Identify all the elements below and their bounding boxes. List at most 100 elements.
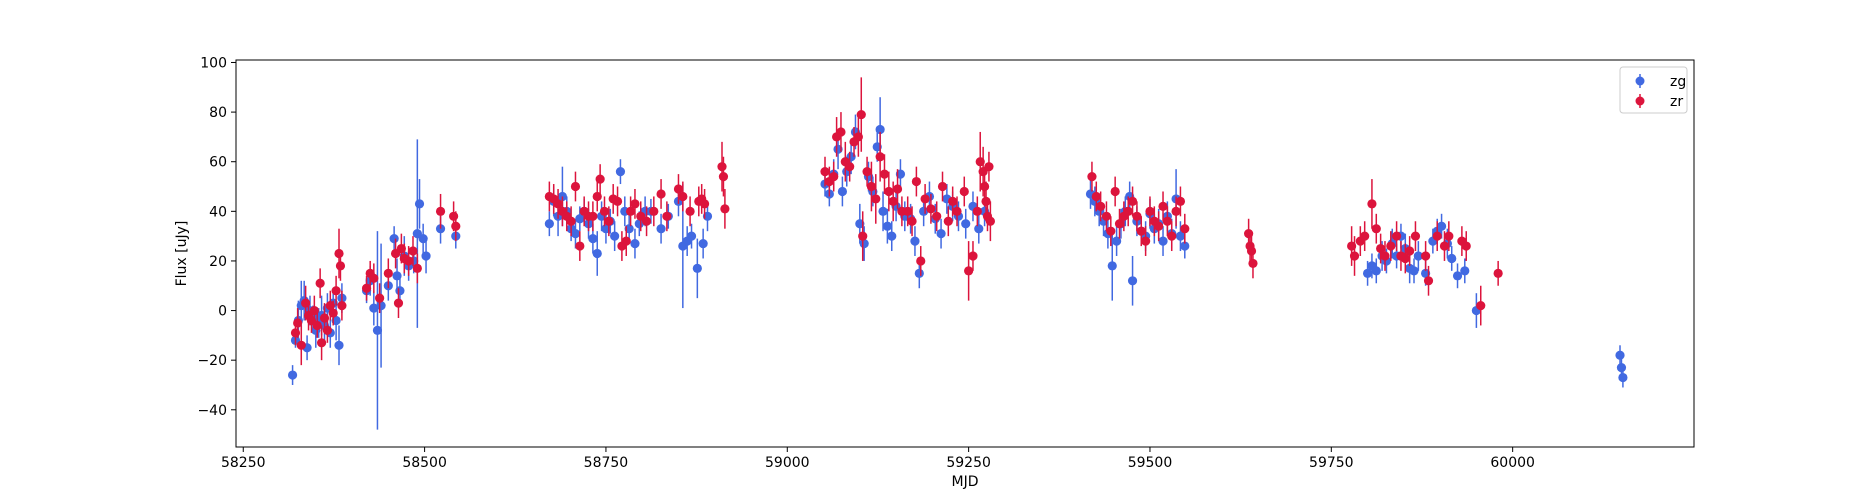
- point-zr: [621, 236, 631, 246]
- point-zr: [1127, 196, 1138, 207]
- point-zg: [859, 238, 869, 249]
- point-zr: [943, 216, 953, 226]
- point-zr: [1367, 199, 1377, 209]
- x-tick-label: 59500: [1128, 455, 1173, 471]
- point-zr: [1132, 211, 1142, 221]
- legend-zr-label: zr: [1670, 94, 1683, 110]
- point-zr: [1386, 241, 1396, 251]
- point-zr: [331, 286, 341, 296]
- point-zg: [1409, 266, 1419, 276]
- point-zr: [375, 293, 385, 303]
- point-zr: [1349, 251, 1360, 261]
- point-zg: [634, 219, 644, 229]
- point-zr: [575, 241, 585, 251]
- point-zg: [1447, 253, 1457, 264]
- point-zg: [372, 325, 383, 336]
- point-zr: [892, 184, 903, 194]
- point-zr: [1444, 231, 1454, 241]
- point-zg: [414, 199, 425, 209]
- x-tick-label: 58500: [402, 455, 447, 471]
- point-zg: [974, 224, 984, 234]
- point-zr: [290, 328, 301, 338]
- point-zg: [1413, 251, 1423, 261]
- point-zr: [1371, 224, 1381, 234]
- point-zr: [685, 206, 695, 216]
- point-zg: [615, 167, 626, 177]
- point-zr: [1376, 243, 1386, 254]
- point-zg: [1460, 266, 1470, 276]
- point-zr: [836, 127, 846, 137]
- point-zr: [1410, 231, 1421, 241]
- point-zg: [557, 191, 568, 202]
- point-zr: [337, 300, 347, 311]
- x-tick-label: 58750: [584, 455, 629, 471]
- point-zg: [698, 238, 708, 249]
- point-zr: [656, 189, 666, 199]
- y-tick-label: 80: [209, 105, 227, 121]
- point-zg: [1616, 363, 1627, 373]
- point-zg: [1436, 221, 1447, 231]
- x-tick-label: 60000: [1490, 455, 1535, 471]
- point-zr: [334, 248, 344, 259]
- point-zr: [1175, 196, 1186, 207]
- point-zr: [612, 196, 623, 207]
- point-zg: [656, 224, 666, 234]
- point-zr: [862, 167, 872, 177]
- point-zr: [926, 204, 936, 214]
- point-zr: [315, 278, 325, 288]
- point-zr: [845, 162, 855, 172]
- point-zr: [322, 325, 332, 336]
- point-zr: [820, 167, 830, 177]
- x-tick-label: 59000: [765, 455, 810, 471]
- point-zr: [1476, 300, 1486, 311]
- point-zr: [907, 216, 917, 226]
- point-zg: [421, 251, 431, 261]
- point-zg: [287, 370, 298, 380]
- point-zr: [309, 305, 319, 316]
- point-zg: [875, 124, 885, 135]
- point-zg: [376, 300, 386, 311]
- point-zg: [369, 303, 379, 313]
- point-zg: [686, 231, 697, 241]
- point-zr: [1145, 206, 1155, 216]
- point-zr: [1391, 231, 1402, 241]
- point-zr: [937, 181, 948, 192]
- legend-entry-zr: zr: [1635, 94, 1683, 110]
- point-zg: [334, 340, 344, 350]
- point-zr: [916, 256, 926, 266]
- y-axis-label: Flux [uJy]: [174, 221, 190, 287]
- y-tick-label: 20: [209, 254, 227, 270]
- point-zr: [920, 194, 930, 204]
- point-zr: [316, 338, 327, 348]
- y-axis-ticks: −40 −20 0 20 40 60 80 100: [197, 55, 236, 419]
- point-zr: [435, 206, 446, 216]
- point-zr: [335, 261, 346, 271]
- point-zr: [449, 211, 459, 221]
- point-zr: [968, 251, 978, 261]
- point-zr: [1400, 253, 1410, 264]
- x-axis-label: MJD: [952, 474, 979, 490]
- point-zr: [383, 268, 393, 278]
- point-zr: [1162, 216, 1172, 226]
- point-zr: [1432, 231, 1442, 241]
- legend: zg zr: [1619, 66, 1688, 114]
- point-zr: [884, 186, 894, 197]
- point-zr: [981, 196, 991, 207]
- point-zr: [626, 206, 636, 216]
- point-zr: [566, 216, 576, 226]
- point-zr: [932, 211, 942, 221]
- point-zr: [964, 266, 974, 276]
- point-zg: [961, 219, 971, 229]
- point-zr: [972, 206, 982, 216]
- point-zg: [1158, 236, 1168, 246]
- point-zr: [451, 221, 461, 231]
- point-zr: [1180, 224, 1190, 234]
- point-zr: [1114, 219, 1125, 229]
- point-zg: [1371, 266, 1381, 276]
- point-zr: [595, 174, 605, 184]
- point-zr: [1136, 226, 1146, 236]
- point-zr: [678, 191, 688, 202]
- point-zg: [570, 229, 581, 239]
- point-zg: [1615, 350, 1625, 360]
- point-zr: [361, 283, 372, 293]
